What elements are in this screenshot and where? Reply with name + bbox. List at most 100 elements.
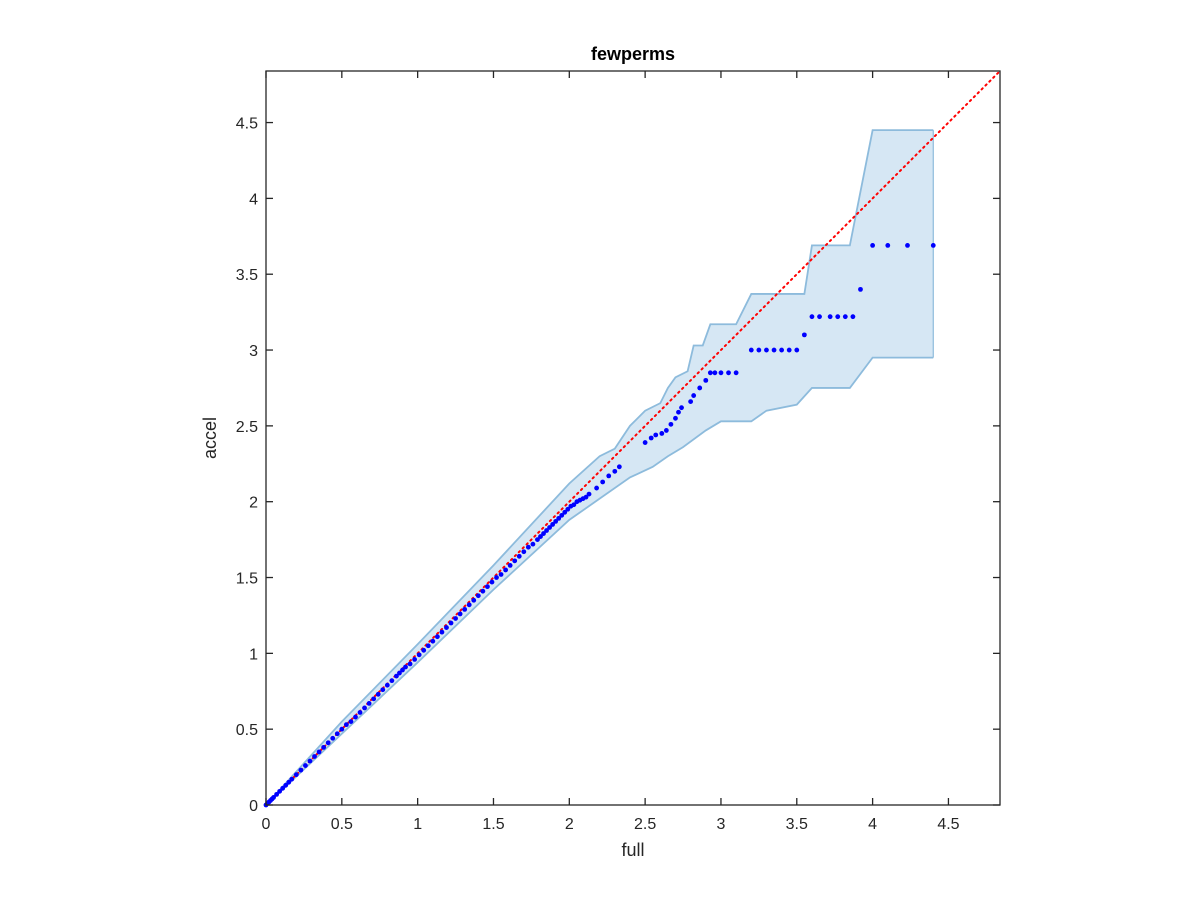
data-point [453,616,458,621]
data-point [530,541,536,547]
data-point [283,782,289,788]
data-point [779,347,785,353]
data-point [553,519,559,524]
data-point [334,731,340,737]
data-point [375,691,381,697]
data-points [263,243,936,808]
data-point [448,620,454,626]
data-point [325,740,331,746]
data-point [384,682,390,688]
data-point [271,795,276,800]
data-point [642,440,648,445]
data-point [480,588,486,594]
y-tick-label: 2 [249,495,258,512]
data-point [521,549,527,555]
data-point [498,572,504,577]
data-point [362,705,367,711]
data-point [870,243,876,248]
x-tick-label: 4.5 [937,816,959,833]
data-point [298,767,304,773]
x-tick-label: 4 [868,816,877,833]
data-point [503,567,509,573]
data-point [516,553,522,559]
data-point [343,722,349,728]
data-point [679,405,684,411]
data-point [697,385,703,391]
data-point [858,286,863,292]
x-axis-label: full [621,840,644,860]
x-axis-ticks: 0 0.5 1 1.5 2 2.5 3 3.5 4 4.5 [262,71,960,833]
data-point [616,464,622,470]
data-point [407,661,413,667]
x-tick-label: 3.5 [786,816,808,833]
data-point [565,506,571,512]
data-point [707,370,713,376]
data-point [559,512,565,518]
data-point [489,579,495,585]
data-point [475,593,481,599]
data-point [339,726,345,732]
data-point [289,776,295,782]
band-fill [266,130,934,805]
data-point [321,744,327,750]
data-point [718,370,724,376]
data-point [466,602,472,608]
data-point [842,314,848,320]
data-point [786,347,792,353]
y-tick-label: 0.5 [236,722,258,739]
data-point [748,347,754,353]
y-tick-label: 4 [249,191,258,208]
data-point [357,710,363,715]
data-point [394,673,399,679]
y-tick-label: 1 [249,646,258,663]
data-point [648,435,654,441]
y-tick-label: 3.5 [236,267,258,284]
data-point [330,735,336,741]
data-point [538,534,543,539]
data-point [817,314,822,320]
data-point [547,525,552,530]
data-point [400,667,405,673]
data-point [416,652,422,658]
data-point [397,670,402,676]
data-point [485,584,490,590]
y-tick-label: 3 [249,343,258,360]
data-point [653,432,659,438]
data-point [594,485,599,491]
data-point [544,528,549,533]
data-point [457,611,463,617]
x-tick-label: 3 [717,816,726,833]
data-point [403,664,408,670]
x-tick-label: 1.5 [482,816,504,833]
data-point [673,415,678,421]
axes-box [265,70,1001,806]
data-point [430,638,436,644]
data-point [885,243,891,248]
data-point [556,515,562,521]
data-point [583,494,589,500]
data-point [412,657,418,662]
data-point [586,491,592,497]
data-point [712,370,718,376]
data-point [293,772,299,778]
y-tick-label: 2.5 [236,419,258,436]
data-point [286,779,292,785]
data-point [439,629,445,635]
reference-line-layer [265,70,1001,806]
data-point [550,522,556,527]
data-point [444,625,449,630]
data-point [571,502,577,508]
data-point [801,332,807,338]
data-point [703,377,709,383]
data-point [600,479,606,485]
data-point [905,243,910,248]
data-point [809,314,815,320]
data-point [726,370,731,376]
data-point [421,647,427,653]
data-point [312,754,317,759]
data-point [525,544,531,550]
data-point [389,678,395,684]
data-point [434,634,440,640]
data-point [380,687,386,693]
